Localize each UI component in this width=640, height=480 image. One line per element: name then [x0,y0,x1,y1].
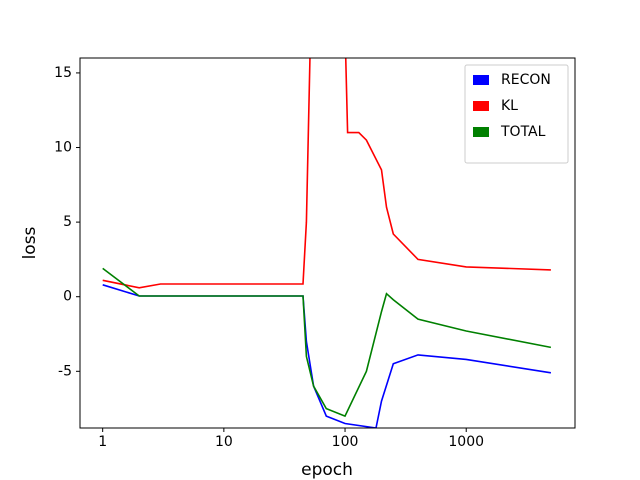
line-series [102,284,552,428]
legend-label: RECON [501,72,551,88]
legend-swatch [473,127,489,137]
legend-label: KL [501,98,518,114]
plot-area [102,58,552,428]
x-tick-label: 100 [332,434,359,450]
line-series [102,58,551,289]
legend-box [464,64,569,164]
y-tick-label: 15 [54,65,72,81]
y-tick-label: 0 [63,289,72,305]
legend-swatch [473,101,489,111]
x-tick-label: 10 [215,434,233,450]
y-tick-label: 5 [63,214,72,230]
y-tick-label: 10 [54,140,72,156]
x-tick-label: 1000 [448,434,484,450]
line-series [102,267,552,418]
legend-swatch [473,75,489,85]
x-axis-label: epoch [301,460,353,480]
x-tick-label: 1 [98,434,107,450]
axes-frame [79,57,576,429]
y-tick-label: -5 [58,363,72,379]
y-axis-label: loss [20,226,40,259]
legend-label: TOTAL [500,124,546,140]
